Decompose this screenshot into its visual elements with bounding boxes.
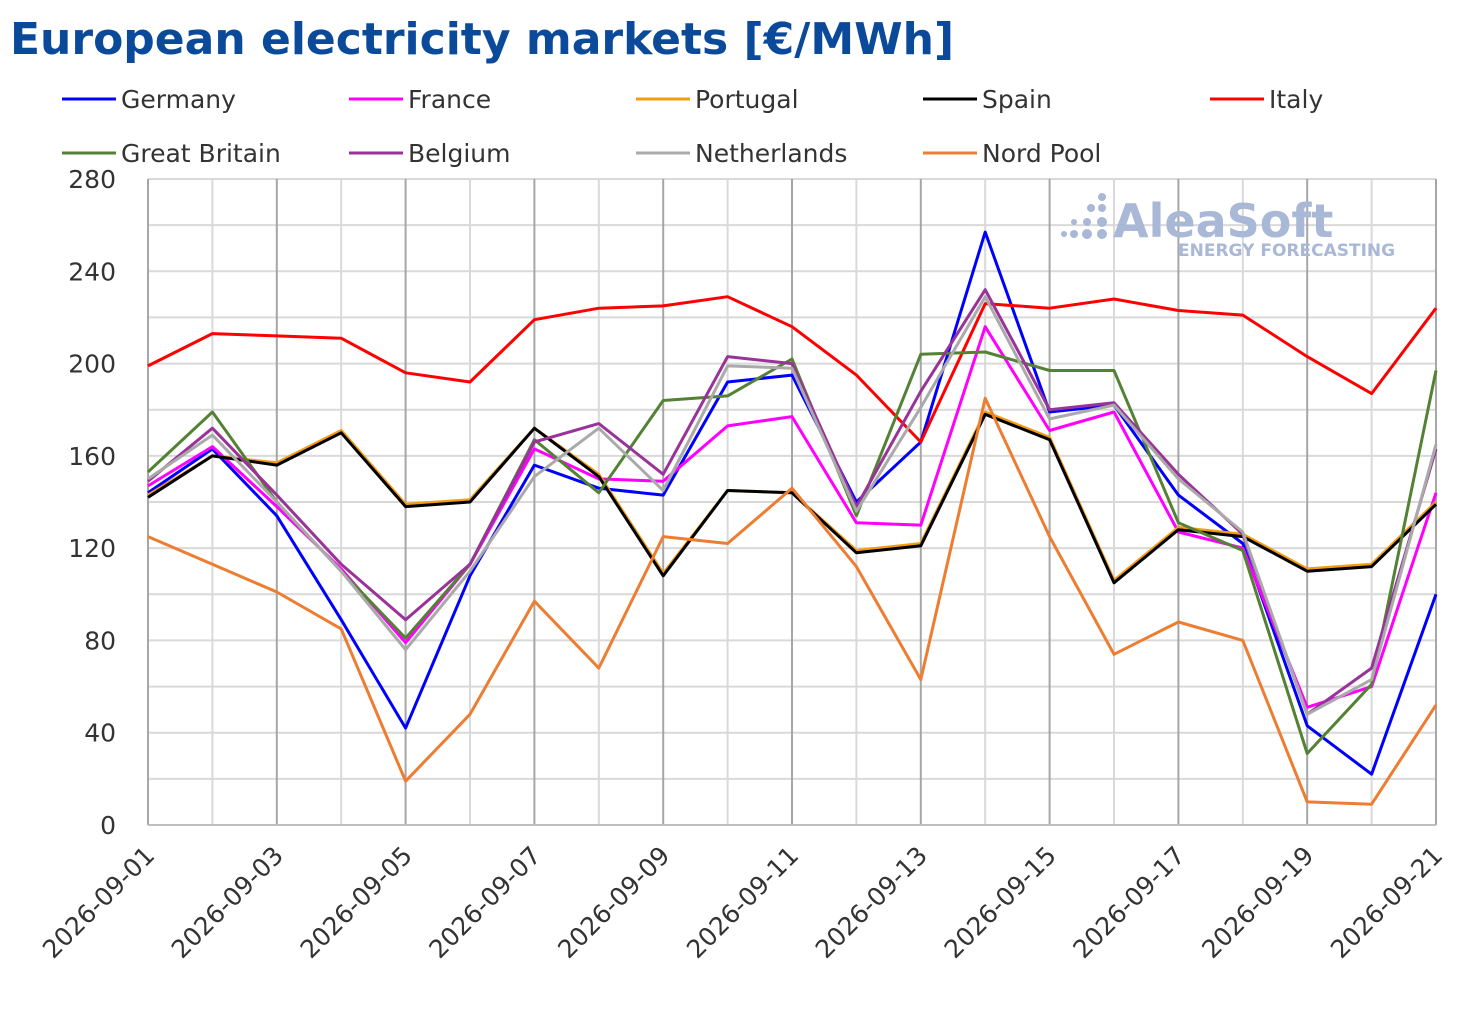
y-tick-label: 200	[68, 350, 116, 379]
legend-label: Belgium	[408, 139, 511, 168]
series-line-netherlands	[147, 295, 1438, 716]
legend-label: Italy	[1269, 85, 1323, 114]
legend-item: France	[349, 85, 491, 114]
legend-label: Germany	[121, 85, 236, 114]
legend-item: Spain	[923, 85, 1052, 114]
y-tick-label: 0	[100, 811, 116, 840]
series-line-spain	[147, 412, 1438, 585]
watermark-tagline: ENERGY FORECASTING	[1178, 241, 1395, 261]
chart-title: European electricity markets [€/MWh]	[10, 14, 955, 65]
aleasoft-watermark: AleaSoft ENERGY FORECASTING	[1061, 193, 1395, 261]
x-tick-label: 2026-09-21	[1325, 841, 1448, 964]
legend-label: France	[408, 85, 491, 114]
x-tick-label: 2026-09-01	[37, 841, 160, 964]
gridlines	[147, 178, 1437, 826]
y-tick-label: 40	[84, 719, 116, 748]
series-lines	[146, 230, 1438, 806]
legend-item: Netherlands	[636, 139, 847, 168]
legend-item: Italy	[1210, 85, 1323, 114]
series-line-nord-pool	[147, 396, 1438, 806]
legend-label: Portugal	[695, 85, 799, 114]
series-line-great-britain	[146, 350, 1438, 755]
legend-label: Great Britain	[121, 139, 281, 168]
legend-item: Germany	[62, 85, 236, 114]
axes: 0 40 80 120 160 200 240 280 2026-09-01 2026-09-03…	[37, 165, 1448, 964]
legend-item: Nord Pool	[923, 139, 1101, 168]
legend-item: Great Britain	[62, 139, 281, 168]
x-tick-label: 2026-09-07	[423, 841, 546, 964]
aleasoft-logo-dots-icon	[1061, 193, 1107, 239]
x-tick-label: 2026-09-19	[1196, 841, 1319, 964]
x-tick-label: 2026-09-03	[166, 841, 289, 964]
legend-label: Nord Pool	[982, 139, 1101, 168]
x-tick-label: 2026-09-15	[939, 841, 1062, 964]
series-line-germany	[147, 230, 1438, 776]
watermark-brand: AleaSoft	[1113, 194, 1333, 248]
legend-item: Belgium	[349, 139, 511, 168]
y-tick-label: 280	[68, 165, 116, 194]
legend-label: Netherlands	[695, 139, 847, 168]
y-tick-label: 160	[68, 442, 116, 471]
x-tick-label: 2026-09-13	[810, 841, 933, 964]
y-tick-label: 120	[68, 534, 116, 563]
y-tick-label: 80	[84, 626, 116, 655]
x-tick-label: 2026-09-09	[552, 841, 675, 964]
y-tick-label: 240	[68, 257, 116, 286]
series-line-italy	[147, 295, 1438, 444]
x-tick-label: 2026-09-17	[1067, 841, 1190, 964]
x-tick-label: 2026-09-05	[295, 841, 418, 964]
legend: Germany France Portugal Spain Italy Great Bri…	[62, 85, 1323, 168]
legend-item: Portugal	[636, 85, 799, 114]
legend-label: Spain	[982, 85, 1052, 114]
x-tick-label: 2026-09-11	[681, 841, 804, 964]
